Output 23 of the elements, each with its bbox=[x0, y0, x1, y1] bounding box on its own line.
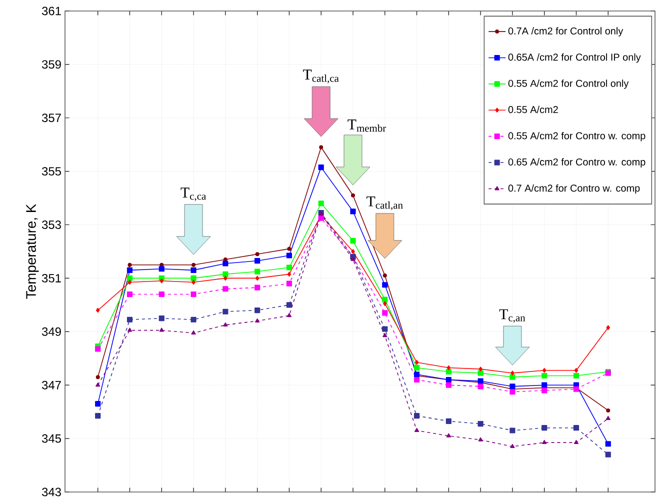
y-axis-title: Temperature, K bbox=[26, 204, 39, 299]
legend-label: 0.65A /cm2 for Control IP only bbox=[508, 53, 641, 63]
y-tick-label: 353 bbox=[42, 220, 61, 229]
annotation: T$_{c,ca}$ bbox=[180, 188, 206, 202]
y-tick-label: 359 bbox=[42, 60, 61, 69]
y-tick-label: 347 bbox=[42, 380, 61, 390]
y-tick-label: 355 bbox=[42, 167, 61, 176]
legend-label: 0.55 A/cm2 for Contro w. comp bbox=[508, 132, 646, 142]
legend-label: 0.65 A/cm2 for Contro w. comp bbox=[508, 158, 646, 168]
legend-label: 0.55 A/cm2 for Control only bbox=[508, 80, 629, 89]
y-tick-label: 357 bbox=[42, 114, 61, 122]
y-tick-label: 361 bbox=[42, 6, 61, 16]
annotation: T$_{catl,an}$ bbox=[366, 196, 403, 210]
annotation: T$_{catl,ca}$ bbox=[303, 70, 339, 84]
legend-label: 0.7 A/cm2 for Contro w. comp bbox=[508, 184, 640, 194]
y-tick-label: 343 bbox=[42, 488, 61, 496]
legend-label: 0.7A /cm2 for Control only bbox=[508, 27, 624, 36]
y-tick-label: 349 bbox=[42, 327, 61, 336]
y-tick-label: 345 bbox=[42, 434, 61, 443]
annotation: T$_{c,an}$ bbox=[499, 309, 526, 323]
y-tick-label: 351 bbox=[42, 274, 61, 282]
annotation: T$_{membr}$ bbox=[348, 120, 386, 132]
legend-label: 0.55 A/cm2 bbox=[508, 106, 558, 114]
